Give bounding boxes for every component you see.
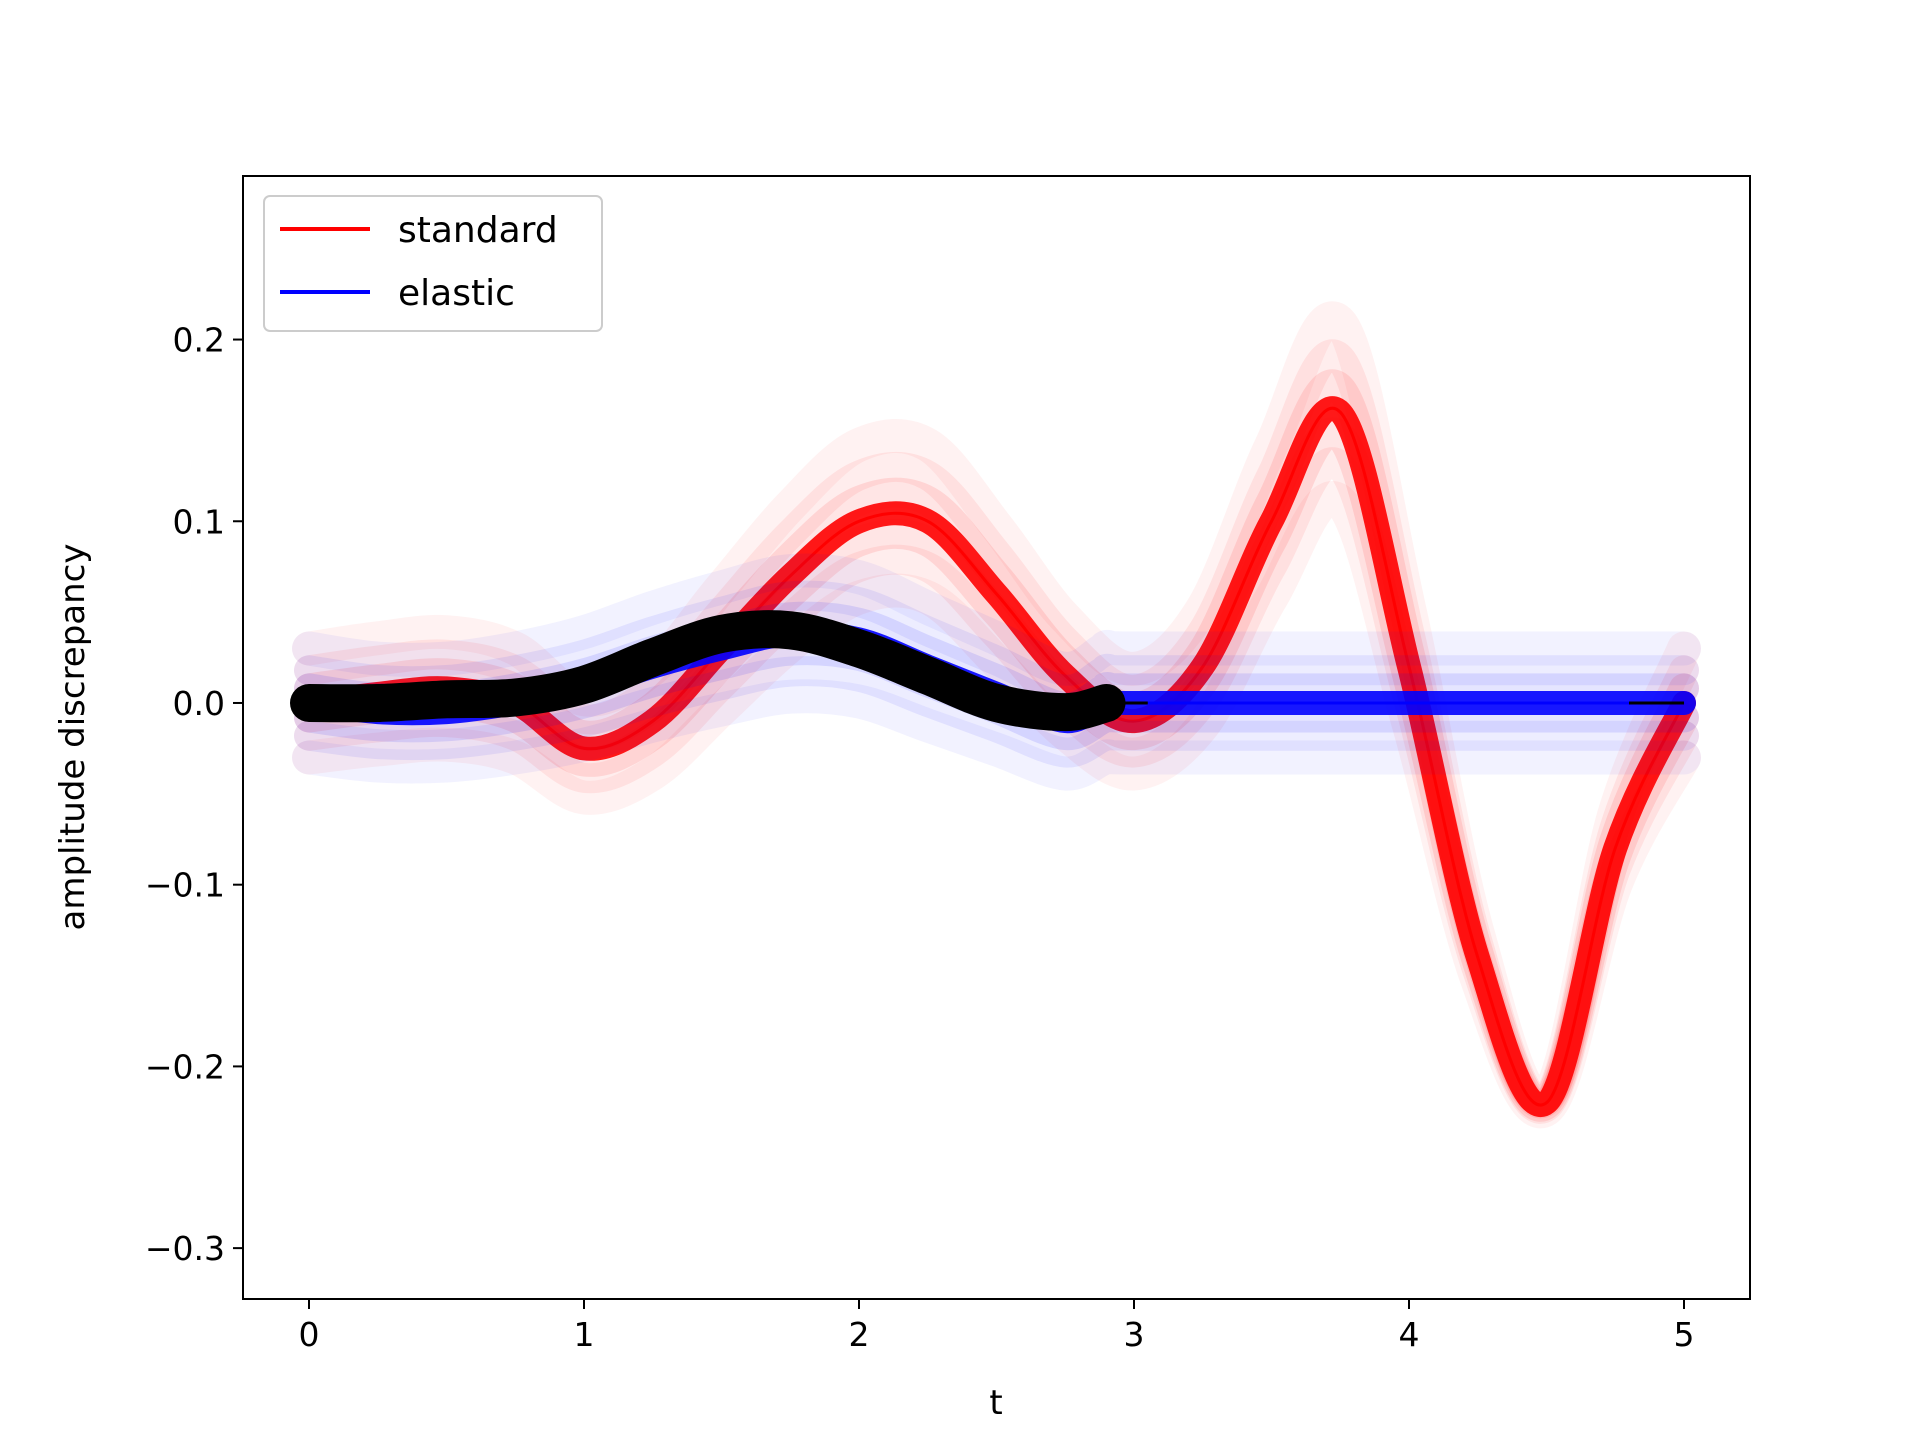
plot-frame [242,175,1751,1300]
y-tick-label-5: −0.3 [145,1229,225,1268]
y-tick-label-3: −0.1 [145,866,225,905]
plot-area [290,301,1701,1129]
x-tick-label-5: 5 [1674,1315,1695,1354]
x-tick-label-4: 4 [1399,1315,1420,1354]
y-axis: 0.2 0.1 0.0 −0.1 −0.2 −0.3 [145,321,243,1268]
series-elastic-band-1-1 [294,580,1699,705]
series-elastic-band-0-1 [292,553,1701,686]
x-axis-label: t [989,1383,1002,1423]
y-tick-label-0: 0.2 [173,321,225,360]
series-elastic-band-1-0 [294,656,1699,768]
legend-label-standard: standard [398,210,558,251]
x-tick-label-1: 1 [574,1315,595,1354]
x-axis: 0 1 2 3 4 5 [299,1299,1695,1354]
x-tick-label-3: 3 [1124,1315,1145,1354]
y-tick-label-2: 0.0 [173,684,225,723]
x-tick-label-0: 0 [299,1315,320,1354]
y-tick-label-1: 0.1 [173,502,225,541]
x-tick-label-2: 2 [849,1315,870,1354]
series-elastic-band-0-0 [292,679,1701,791]
legend-label-elastic: elastic [398,273,515,314]
y-axis-label: amplitude discrepancy [53,544,93,931]
legend: standard elastic [263,195,603,332]
y-tick-label-4: −0.2 [145,1047,225,1086]
